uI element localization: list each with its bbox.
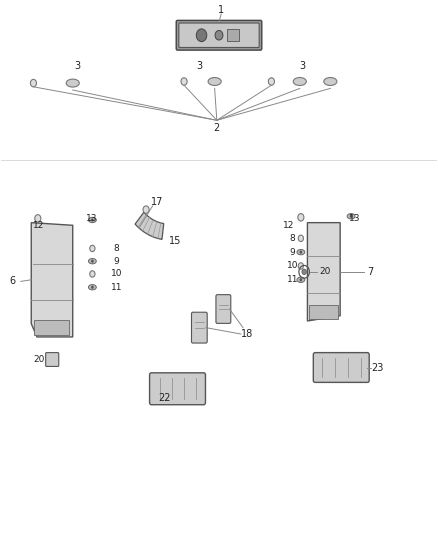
Circle shape: [90, 271, 95, 277]
Circle shape: [30, 79, 36, 87]
FancyBboxPatch shape: [191, 312, 207, 343]
Ellipse shape: [324, 77, 337, 85]
Circle shape: [350, 215, 353, 218]
Ellipse shape: [88, 217, 96, 223]
Circle shape: [298, 235, 304, 241]
Text: 11: 11: [111, 282, 122, 292]
Text: 1: 1: [218, 5, 224, 15]
Text: 10: 10: [111, 270, 122, 278]
Text: 3: 3: [196, 61, 202, 71]
Ellipse shape: [66, 79, 79, 87]
Circle shape: [143, 206, 149, 213]
Text: 9: 9: [113, 257, 119, 265]
FancyBboxPatch shape: [34, 320, 69, 335]
Circle shape: [298, 214, 304, 221]
Text: 15: 15: [169, 236, 181, 246]
FancyBboxPatch shape: [313, 353, 369, 382]
Text: 3: 3: [74, 61, 80, 71]
Text: 9: 9: [290, 248, 295, 257]
Ellipse shape: [297, 277, 305, 282]
Text: 23: 23: [371, 362, 383, 373]
Circle shape: [302, 269, 306, 274]
Text: 12: 12: [33, 221, 45, 230]
Ellipse shape: [293, 77, 306, 85]
Circle shape: [215, 30, 223, 40]
FancyBboxPatch shape: [227, 29, 239, 41]
Circle shape: [196, 29, 207, 42]
Ellipse shape: [297, 249, 305, 255]
Text: 17: 17: [151, 197, 163, 207]
Polygon shape: [135, 212, 164, 239]
Text: 8: 8: [113, 244, 119, 253]
Ellipse shape: [88, 285, 96, 290]
Circle shape: [181, 78, 187, 85]
Circle shape: [268, 78, 275, 85]
Circle shape: [90, 245, 95, 252]
Circle shape: [91, 286, 94, 289]
Text: 10: 10: [286, 262, 298, 270]
Circle shape: [91, 260, 94, 263]
Text: 13: 13: [86, 214, 97, 223]
Text: 13: 13: [349, 214, 360, 223]
Polygon shape: [307, 223, 340, 321]
FancyBboxPatch shape: [309, 305, 339, 319]
Text: 12: 12: [283, 221, 294, 230]
Circle shape: [300, 251, 302, 254]
Text: 22: 22: [158, 393, 171, 403]
Ellipse shape: [208, 77, 221, 85]
FancyBboxPatch shape: [179, 23, 259, 47]
Circle shape: [91, 219, 94, 222]
Text: 18: 18: [241, 329, 254, 339]
Polygon shape: [31, 223, 73, 337]
Text: 7: 7: [367, 267, 374, 277]
FancyBboxPatch shape: [216, 295, 231, 324]
FancyBboxPatch shape: [46, 353, 59, 367]
Ellipse shape: [88, 259, 96, 264]
Ellipse shape: [347, 214, 355, 219]
Text: 8: 8: [290, 234, 295, 243]
Text: 6: 6: [10, 277, 16, 286]
Circle shape: [300, 278, 302, 281]
Text: 2: 2: [214, 123, 220, 133]
Text: 20: 20: [319, 268, 331, 276]
FancyBboxPatch shape: [150, 373, 205, 405]
Text: 11: 11: [286, 275, 298, 284]
Circle shape: [298, 263, 304, 269]
Text: 3: 3: [299, 61, 305, 71]
Circle shape: [35, 215, 41, 222]
FancyBboxPatch shape: [176, 20, 262, 50]
Text: 20: 20: [33, 355, 45, 364]
